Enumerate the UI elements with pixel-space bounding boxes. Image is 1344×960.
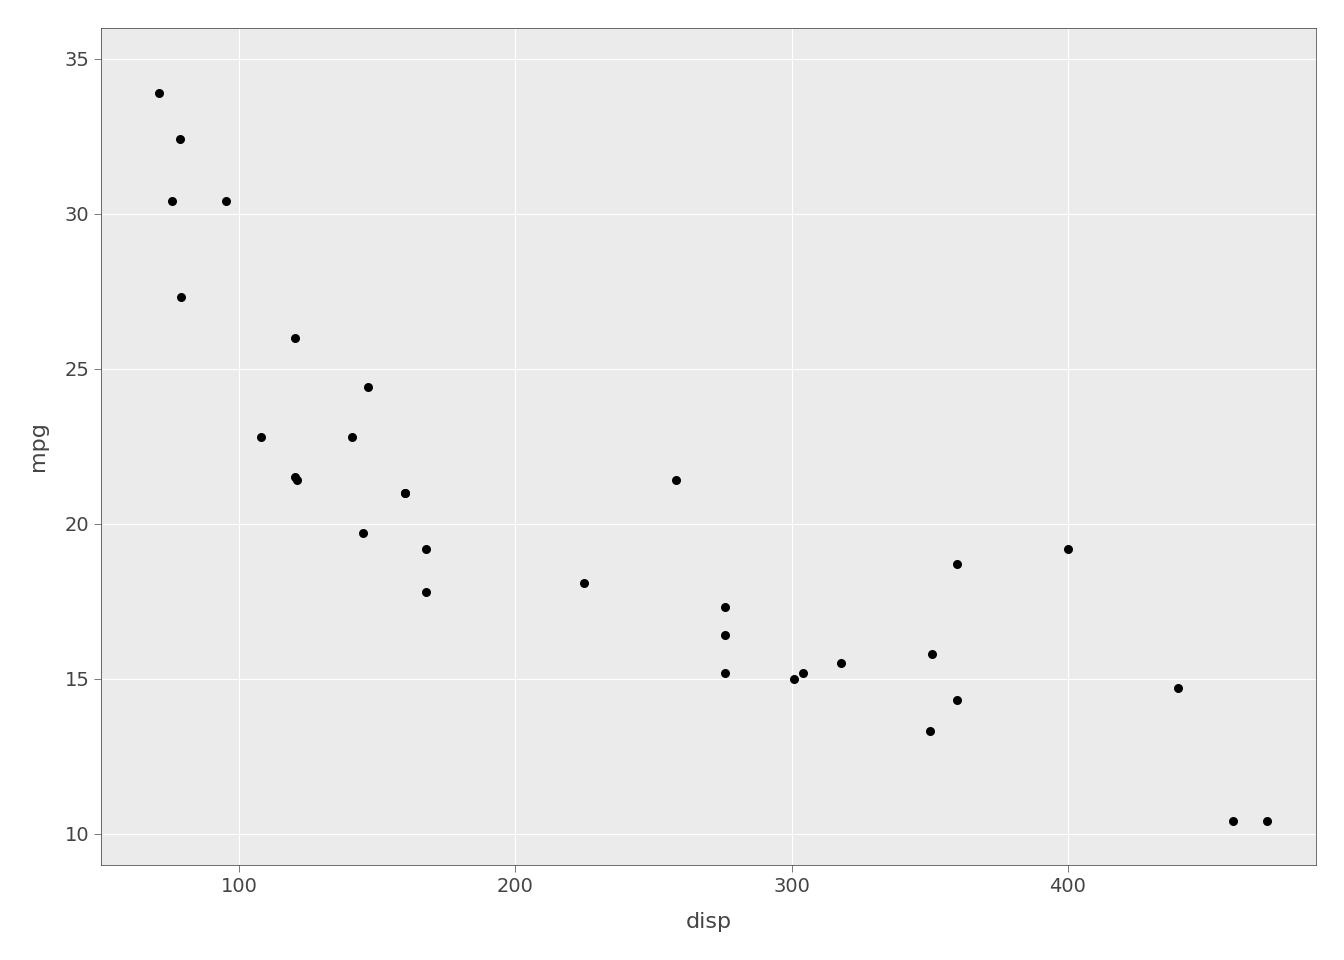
Point: [574, 575, 595, 590]
Point: [250, 429, 271, 444]
Point: [946, 557, 968, 572]
Point: [394, 485, 415, 500]
X-axis label: disp: disp: [685, 912, 731, 932]
Point: [149, 85, 171, 101]
Point: [1255, 814, 1277, 829]
Point: [919, 724, 941, 739]
Point: [415, 585, 437, 600]
Point: [286, 472, 308, 488]
Point: [358, 380, 379, 396]
Point: [922, 646, 943, 661]
Point: [714, 628, 735, 643]
Point: [415, 540, 437, 556]
Point: [792, 665, 813, 681]
Point: [1056, 540, 1078, 556]
Point: [714, 665, 735, 681]
Point: [714, 600, 735, 615]
Point: [784, 671, 805, 686]
Point: [161, 194, 183, 209]
Point: [394, 485, 415, 500]
Point: [284, 469, 305, 485]
Point: [341, 429, 363, 444]
Point: [285, 330, 306, 346]
Point: [171, 290, 192, 305]
Point: [1223, 814, 1245, 829]
Point: [831, 656, 852, 671]
Point: [665, 472, 687, 488]
Point: [946, 693, 968, 708]
Y-axis label: mpg: mpg: [28, 421, 48, 471]
Point: [169, 132, 191, 147]
Point: [1168, 681, 1189, 696]
Point: [215, 194, 237, 209]
Point: [352, 525, 374, 540]
